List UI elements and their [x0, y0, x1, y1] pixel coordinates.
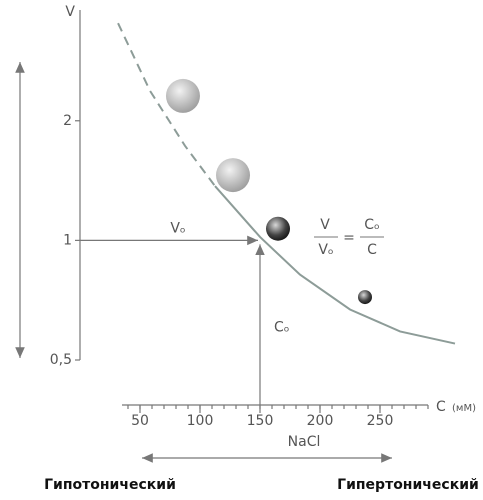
formula-text: C [367, 242, 377, 258]
hypertonic-label: Гипертонический [337, 477, 479, 493]
nacl-label: NaCl [288, 434, 321, 450]
formula-text: V [320, 217, 330, 233]
hypotonic-label: Гипотонический [44, 477, 176, 493]
cell [216, 158, 250, 193]
x-tick-label: 250 [367, 413, 394, 429]
formula-text: Cₒ [364, 217, 380, 233]
y-tick-label: 0,5 [50, 352, 72, 368]
reference-y-label: Vₒ [170, 220, 185, 236]
y-axis-label: V [65, 4, 75, 20]
curve [214, 185, 456, 345]
x-tick-label: 50 [131, 413, 149, 429]
curve [117, 22, 216, 187]
x-tick-label: 150 [247, 413, 274, 429]
x-tick-label: 200 [307, 413, 334, 429]
reference-x-label: Cₒ [274, 320, 290, 336]
y-tick-label: 1 [63, 232, 72, 248]
cell [358, 290, 372, 305]
x-tick-label: 100 [187, 413, 214, 429]
cell [165, 78, 200, 113]
y-tick-label: 2 [63, 113, 72, 129]
x-axis-label: C [436, 399, 446, 415]
formula-text: = [343, 230, 355, 246]
formula-text: Vₒ [318, 242, 333, 258]
x-axis-unit: (мМ) [452, 403, 476, 414]
formula: V Vₒ = Cₒ C [314, 217, 384, 258]
cell [266, 216, 290, 241]
